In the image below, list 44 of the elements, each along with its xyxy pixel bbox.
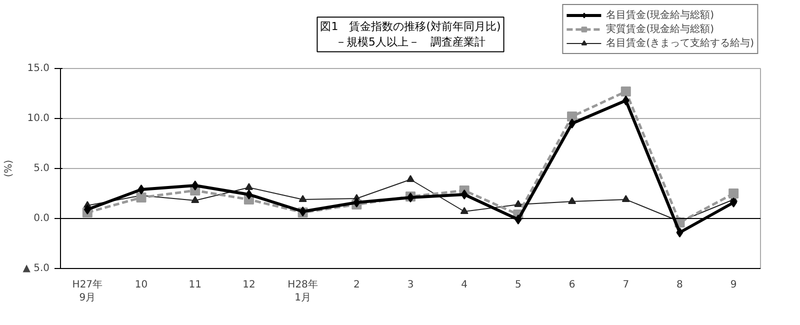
- point: [460, 190, 468, 200]
- point: [620, 86, 631, 96]
- point: [676, 228, 684, 238]
- x-tick-label: 11: [188, 280, 202, 290]
- y-tick-label: ▲ 5.0: [22, 263, 50, 274]
- x-tick-label: 12: [242, 280, 256, 290]
- point: [245, 190, 252, 200]
- x-tick-label: 4: [461, 280, 468, 290]
- x-tick-label: 5: [515, 280, 522, 290]
- point: [568, 118, 576, 128]
- x-tick-label: 9: [730, 280, 737, 290]
- x-tick-label: 10: [134, 280, 148, 290]
- x-tick-label: 6: [568, 280, 576, 290]
- point: [567, 112, 578, 122]
- point: [136, 192, 146, 202]
- x-tick-label: H27年 9月: [72, 278, 103, 304]
- point: [406, 174, 414, 182]
- legend-label: 名目賃金(現金給与総額): [606, 8, 714, 22]
- x-tick-label: 7: [622, 280, 630, 290]
- x-tick-label: 2: [353, 280, 360, 290]
- x-tick-label: 8: [676, 280, 683, 290]
- y-tick-label: 10.0: [27, 113, 50, 124]
- x-tick-label: 3: [407, 280, 414, 290]
- chart-title: 図1 賃金指数の推移(対前年同月比) －規模5人以上－ 調査産業計: [320, 20, 501, 49]
- point: [138, 184, 145, 194]
- point: [730, 198, 738, 208]
- point: [84, 204, 91, 214]
- y-tick-label: 15.0: [27, 63, 50, 74]
- point: [568, 196, 576, 204]
- point: [514, 200, 522, 208]
- y-tick-label: 0.0: [34, 213, 50, 224]
- point: [622, 96, 630, 106]
- y-axis-title: (%): [4, 160, 15, 178]
- point: [460, 206, 468, 214]
- point: [298, 194, 307, 202]
- point: [622, 194, 630, 202]
- point: [191, 196, 200, 204]
- y-tick-label: 5.0: [34, 163, 50, 174]
- point: [244, 182, 253, 190]
- x-tick-label: H28年 1月: [288, 278, 318, 304]
- legend-label: 名目賃金(きまって支給する給与): [606, 36, 754, 50]
- legend-label: 実質賃金(現金給与総額): [606, 22, 714, 36]
- point: [728, 188, 739, 198]
- point: [192, 180, 199, 190]
